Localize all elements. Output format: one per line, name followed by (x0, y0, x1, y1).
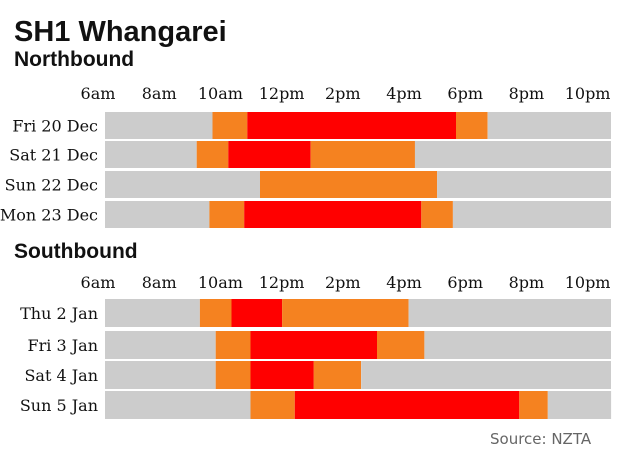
bar-segment-orange (215, 331, 251, 359)
bar-segment-orange (209, 201, 245, 228)
tick-label: 6pm (447, 84, 483, 103)
tick-label: 2pm (325, 84, 361, 103)
chart-panels: Northbound 6am 8am 10am 12pm 2pm 4pm 6pm 8pm 10pm… (0, 48, 612, 419)
tick-label: 8am (142, 84, 177, 103)
bar-segment-red (228, 141, 311, 168)
tick-label: 4pm (386, 273, 422, 292)
bar-segment-red (231, 299, 283, 327)
bar-segment-background_bar (105, 112, 213, 139)
bar-segment-red (250, 331, 377, 359)
bar-segment-orange (282, 299, 409, 327)
bar-segment-orange (212, 112, 248, 139)
bar-segment-red (247, 112, 456, 139)
chart-title: SH1 Whangarei (14, 16, 227, 48)
bar-segment-background_bar (105, 141, 197, 168)
tick-label: 6am (81, 273, 116, 292)
row-label: Sun 5 Jan (20, 396, 98, 415)
row-label: Thu 2 Jan (20, 304, 98, 323)
tick-label: 8pm (509, 84, 545, 103)
bar-segment-background_bar (424, 331, 611, 359)
bar-segment-orange (260, 171, 438, 198)
row-label: Sat 4 Jan (24, 366, 98, 385)
tick-label: 4pm (386, 84, 422, 103)
bar-segment-orange (199, 299, 232, 327)
row-label: Sun 22 Dec (5, 176, 98, 195)
bar-segment-background_bar (105, 361, 216, 389)
bar-segment-background_bar (361, 361, 611, 389)
tick-label: 10pm (565, 84, 611, 103)
tick-label: 10am (198, 84, 243, 103)
bar-segment-background_bar (105, 201, 210, 228)
row-label: Fri 3 Jan (28, 336, 98, 355)
bar-segment-background_bar (414, 141, 611, 168)
tick-label: 6pm (447, 273, 483, 292)
row-label: Mon 23 Dec (0, 206, 98, 225)
tick-label: 8pm (509, 273, 545, 292)
bar-segment-orange (421, 201, 453, 228)
tick-label: 10pm (565, 273, 611, 292)
bar-segment-background_bar (105, 391, 251, 419)
bar-segment-background_bar (105, 171, 260, 198)
bar-segment-background_bar (547, 391, 612, 419)
row-label: Fri 20 Dec (12, 117, 98, 136)
source-note: Source: NZTA (490, 430, 592, 448)
panel-subtitle: Southbound (14, 240, 138, 263)
row-label: Sat 21 Dec (9, 146, 98, 165)
bar-segment-red (294, 391, 520, 419)
bar-segment-orange (456, 112, 488, 139)
bar-segment-background_bar (408, 299, 611, 327)
bar-segment-orange (377, 331, 425, 359)
bar-segment-orange (215, 361, 251, 389)
bar-segment-background_bar (105, 331, 216, 359)
bar-segment-orange (313, 361, 362, 389)
tick-label: 6am (81, 84, 116, 103)
tick-label: 12pm (259, 84, 305, 103)
bar-segment-red (250, 361, 314, 389)
tick-label: 2pm (325, 273, 361, 292)
bar-segment-orange (250, 391, 295, 419)
bar-segment-orange (519, 391, 548, 419)
bar-segment-background_bar (437, 171, 611, 198)
bar-segment-background_bar (487, 112, 611, 139)
tick-label: 10am (198, 273, 243, 292)
bar-segment-orange (310, 141, 415, 168)
tick-label: 8am (142, 273, 177, 292)
bar-segment-red (244, 201, 422, 228)
tick-label: 12pm (259, 273, 305, 292)
bar-segment-orange (196, 141, 229, 168)
bar-segment-background_bar (452, 201, 611, 228)
bar-segment-background_bar (105, 299, 200, 327)
panel-subtitle: Northbound (14, 48, 134, 71)
